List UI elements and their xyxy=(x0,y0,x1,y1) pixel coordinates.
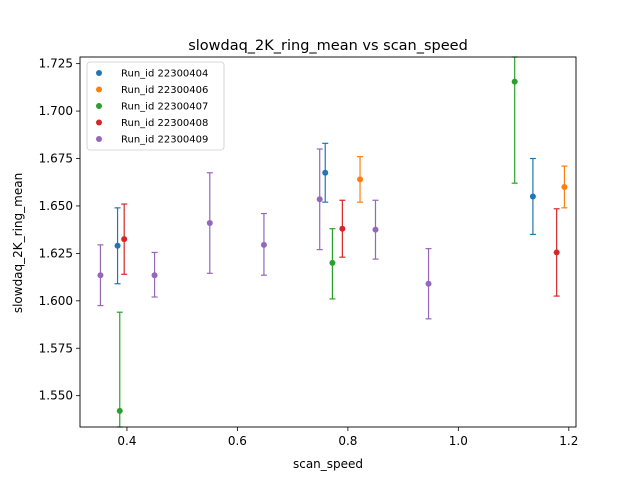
legend-label: Run_id 22300409 xyxy=(121,135,208,146)
data-point xyxy=(322,169,329,176)
data-point xyxy=(151,272,158,279)
series-3 xyxy=(121,199,560,297)
y-tick-label: 1.650 xyxy=(39,199,73,213)
data-point xyxy=(553,249,560,256)
legend-label: Run_id 22300406 xyxy=(121,85,208,96)
data-point xyxy=(114,242,121,249)
legend-marker xyxy=(96,70,102,76)
data-point xyxy=(206,220,213,227)
y-tick-label: 1.725 xyxy=(39,57,73,71)
x-tick-label: 0.4 xyxy=(117,434,136,448)
data-point xyxy=(511,78,518,85)
data-point xyxy=(316,196,323,203)
legend-marker xyxy=(96,86,102,93)
data-point xyxy=(121,236,128,243)
legend: Run_id 22300404 Run_id 22300406 Run_id 223… xyxy=(86,61,225,151)
series-0 xyxy=(114,142,536,285)
y-tick-label: 1.625 xyxy=(39,246,73,260)
legend-marker xyxy=(96,103,102,109)
plot-area xyxy=(97,56,568,428)
x-tick-label: 0.8 xyxy=(338,434,357,448)
y-axis: 1.550 1.575 1.600 1.625 1.650 1.675 1.700 1.725 xyxy=(39,57,80,403)
legend-label: Run_id 22300408 xyxy=(121,118,208,129)
data-point xyxy=(425,280,432,287)
x-tick-label: 1.0 xyxy=(449,434,468,448)
series-4 xyxy=(97,148,432,320)
data-point xyxy=(357,176,364,183)
legend-box xyxy=(86,61,225,151)
y-tick-label: 1.675 xyxy=(39,152,73,166)
x-axis-label: scan_speed xyxy=(293,457,363,471)
x-axis: 0.4 0.6 0.8 1.0 1.2 xyxy=(117,427,578,448)
y-tick-label: 1.700 xyxy=(39,104,73,118)
legend-marker xyxy=(96,136,102,142)
x-tick-label: 0.6 xyxy=(228,434,247,448)
x-tick-label: 1.2 xyxy=(559,434,578,448)
chart-title: slowdaq_2K_ring_mean vs scan_speed xyxy=(188,38,468,54)
y-axis-label: slowdaq_2K_ring_mean xyxy=(11,173,25,313)
data-point xyxy=(116,407,123,414)
data-point xyxy=(529,193,536,200)
y-tick-label: 1.550 xyxy=(39,389,73,403)
series-1 xyxy=(357,156,568,209)
data-point xyxy=(372,226,379,233)
y-tick-label: 1.575 xyxy=(39,341,73,355)
y-tick-label: 1.600 xyxy=(39,294,73,308)
legend-marker xyxy=(96,119,102,126)
plot-frame xyxy=(79,56,577,428)
data-point xyxy=(561,183,568,190)
data-point xyxy=(329,259,336,266)
legend-label: Run_id 22300404 xyxy=(121,69,208,80)
data-point xyxy=(260,241,267,248)
data-point xyxy=(339,225,346,232)
legend-label: Run_id 22300407 xyxy=(121,102,208,113)
data-point xyxy=(97,272,104,279)
